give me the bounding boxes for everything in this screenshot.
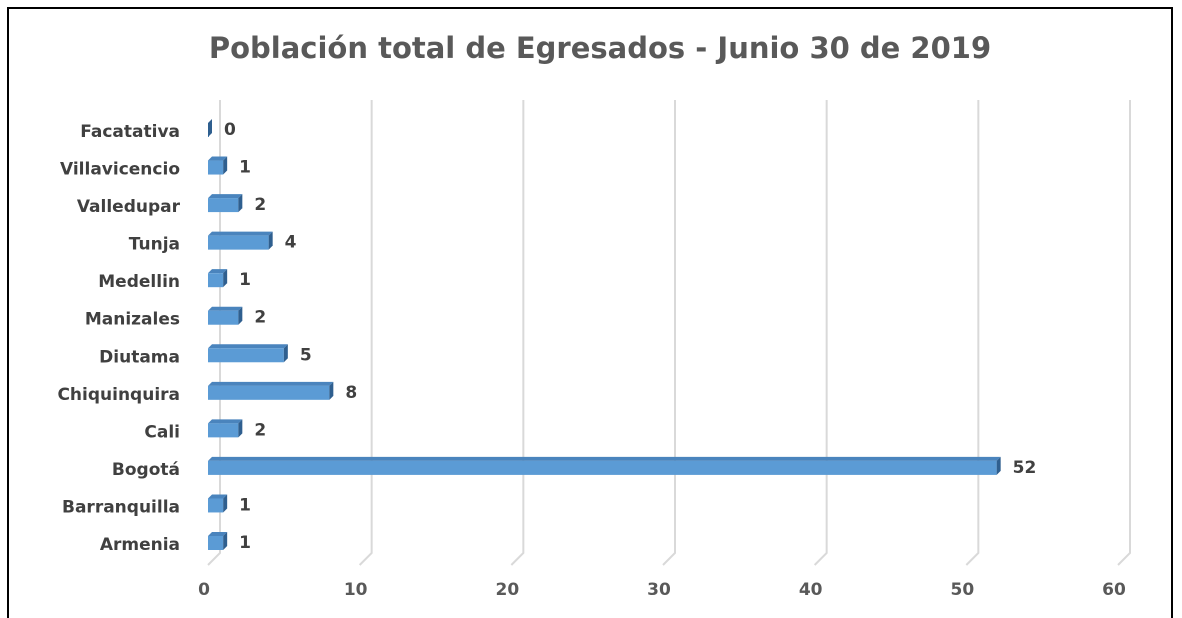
x-tick-label: 60 — [1102, 580, 1126, 600]
grid-line — [207, 100, 221, 566]
grid-line — [510, 100, 525, 566]
y-tick-label: Barranquilla — [62, 497, 180, 517]
bar — [208, 460, 997, 475]
value-label: 2 — [254, 195, 266, 215]
bar — [208, 160, 224, 175]
grid-line — [813, 100, 828, 566]
y-tick-label: Chiquinquira — [57, 385, 180, 405]
x-tick-label: 40 — [799, 580, 823, 600]
bar-side — [223, 532, 228, 550]
bar-top — [208, 306, 243, 311]
bar-side — [329, 381, 334, 400]
bar-side — [238, 306, 243, 325]
bar — [208, 423, 239, 438]
bar-side — [208, 119, 212, 137]
value-label: 1 — [239, 495, 251, 515]
y-tick-label: Bogotá — [112, 460, 180, 480]
bar — [208, 235, 269, 250]
bar — [208, 348, 284, 363]
bar-side — [238, 419, 243, 438]
bar-top — [208, 494, 228, 499]
value-label: 1 — [239, 533, 251, 553]
bar-side — [283, 344, 288, 363]
y-tick-label: Villavicencio — [60, 160, 180, 180]
chart-title: Población total de Egresados - Junio 30 … — [209, 31, 991, 65]
chart-border — [7, 7, 1173, 618]
grid-line — [1117, 100, 1131, 566]
x-tick-label: 20 — [495, 580, 519, 600]
bar — [208, 310, 239, 325]
value-label: 5 — [300, 345, 312, 365]
value-label: 1 — [239, 158, 251, 178]
grid-line — [965, 100, 980, 566]
value-label: 1 — [239, 270, 251, 290]
value-label: 0 — [224, 120, 236, 140]
y-tick-label: Cali — [144, 422, 180, 442]
x-tick-label: 0 — [198, 580, 210, 600]
y-tick-label: Medellin — [98, 272, 180, 292]
bar — [208, 536, 224, 550]
bar-side — [268, 231, 273, 250]
bar-side — [223, 269, 228, 288]
y-tick-label: Armenia — [100, 535, 180, 555]
bar-top — [208, 419, 243, 424]
y-tick-label: Manizales — [85, 310, 180, 330]
value-label: 4 — [285, 233, 297, 253]
bar-side — [238, 194, 243, 213]
bar-top — [208, 532, 228, 536]
grid-line — [358, 100, 373, 566]
bar — [208, 385, 330, 400]
bar — [208, 273, 224, 288]
y-tick-label: Facatativa — [80, 122, 180, 142]
bar-top — [208, 156, 228, 161]
y-tick-label: Tunja — [129, 235, 180, 255]
y-tick-label: Diutama — [99, 347, 180, 367]
bar-side — [223, 156, 228, 175]
value-label: 52 — [1013, 458, 1037, 478]
bar-top — [208, 194, 243, 199]
value-label: 2 — [254, 308, 266, 328]
bar-top — [208, 381, 334, 386]
bar-top — [208, 456, 1001, 461]
value-label: 8 — [345, 383, 357, 403]
bar-top — [208, 231, 273, 236]
grid-line — [662, 100, 676, 566]
bar — [208, 198, 239, 213]
x-tick-label: 30 — [647, 580, 671, 600]
bar-side — [996, 456, 1001, 475]
x-tick-label: 50 — [950, 580, 974, 600]
x-tick-label: 10 — [344, 580, 368, 600]
bar-side — [223, 494, 228, 513]
bar-top — [208, 344, 288, 349]
y-tick-label: Valledupar — [77, 197, 181, 217]
bar — [208, 498, 224, 513]
bar-top — [208, 269, 228, 274]
value-label: 2 — [254, 420, 266, 440]
